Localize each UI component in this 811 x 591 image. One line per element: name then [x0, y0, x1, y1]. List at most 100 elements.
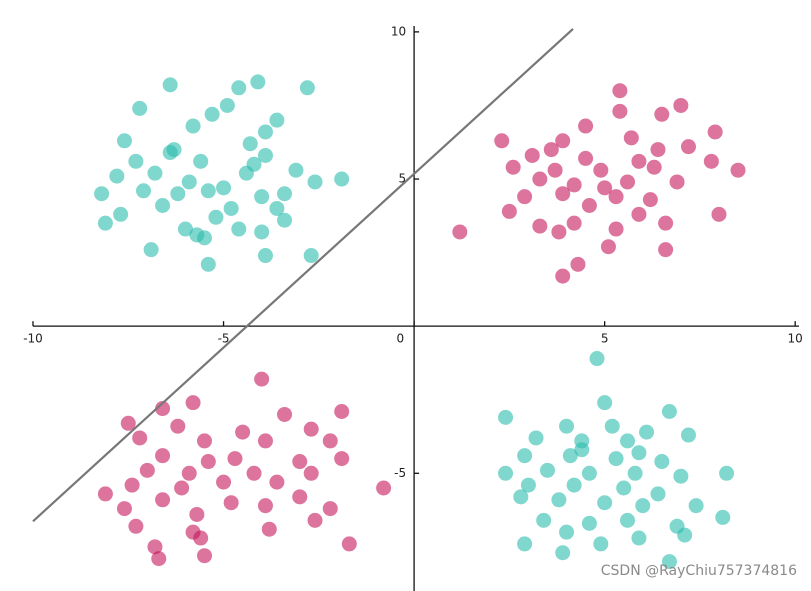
point	[155, 198, 171, 214]
point	[376, 480, 392, 496]
point	[566, 177, 582, 193]
point	[581, 198, 597, 214]
point	[650, 142, 666, 158]
point	[532, 218, 548, 234]
point	[520, 477, 536, 493]
point	[299, 80, 315, 96]
point	[250, 74, 266, 90]
point	[498, 465, 514, 481]
point	[116, 133, 132, 149]
point	[566, 215, 582, 231]
point	[494, 133, 510, 149]
point	[223, 495, 239, 511]
point	[97, 486, 113, 502]
point	[711, 206, 727, 222]
point	[261, 521, 277, 537]
point	[128, 518, 144, 534]
point	[620, 433, 636, 449]
point	[631, 445, 647, 461]
point	[170, 186, 186, 202]
point	[658, 215, 674, 231]
point	[269, 200, 285, 216]
point	[200, 256, 216, 272]
point	[303, 421, 319, 437]
point	[581, 465, 597, 481]
point	[555, 268, 571, 284]
point	[642, 192, 658, 208]
watermark: CSDN @RayChiu757374816	[600, 563, 797, 579]
point	[574, 442, 590, 458]
point	[524, 147, 540, 163]
point	[715, 509, 731, 525]
point	[677, 527, 693, 543]
point	[143, 242, 159, 258]
point	[235, 424, 251, 440]
point	[219, 97, 235, 113]
point	[661, 554, 677, 570]
point	[547, 162, 563, 178]
point	[501, 203, 517, 219]
point	[562, 448, 578, 464]
point	[136, 183, 152, 199]
point	[604, 418, 620, 434]
point	[193, 530, 209, 546]
point	[257, 147, 273, 163]
x-tick-label: 0	[396, 332, 404, 346]
point	[334, 403, 350, 419]
point	[155, 448, 171, 464]
point	[578, 118, 594, 134]
point	[292, 489, 308, 505]
point	[257, 248, 273, 264]
point	[505, 159, 521, 175]
point	[593, 162, 609, 178]
point	[94, 186, 110, 202]
point	[185, 118, 201, 134]
point	[581, 515, 597, 531]
point	[216, 474, 232, 490]
point	[517, 189, 533, 205]
point	[597, 395, 613, 411]
point	[631, 530, 647, 546]
point	[170, 418, 186, 434]
point	[189, 227, 205, 243]
point	[570, 256, 586, 272]
point	[517, 448, 533, 464]
point	[120, 415, 136, 431]
point	[307, 174, 323, 190]
point	[623, 130, 639, 146]
point	[680, 139, 696, 155]
point	[627, 465, 643, 481]
point	[646, 159, 662, 175]
point	[498, 409, 514, 425]
point	[612, 103, 628, 119]
point	[246, 156, 262, 172]
point	[589, 351, 605, 367]
point	[288, 162, 304, 178]
point	[254, 189, 270, 205]
point	[322, 433, 338, 449]
point	[257, 498, 273, 514]
point	[578, 150, 594, 166]
point	[551, 492, 567, 508]
point	[597, 180, 613, 196]
point	[139, 462, 155, 478]
point	[177, 221, 193, 237]
decision-line	[32, 28, 574, 523]
point	[600, 239, 616, 255]
point	[254, 371, 270, 387]
point	[680, 427, 696, 443]
point	[322, 501, 338, 517]
point	[292, 454, 308, 470]
point	[193, 153, 209, 169]
point	[551, 224, 567, 240]
point	[189, 506, 205, 522]
point	[147, 539, 163, 555]
point	[334, 171, 350, 187]
point	[341, 536, 357, 552]
point	[204, 106, 220, 122]
point	[307, 512, 323, 528]
point	[661, 403, 677, 419]
point	[654, 106, 670, 122]
point	[132, 430, 148, 446]
